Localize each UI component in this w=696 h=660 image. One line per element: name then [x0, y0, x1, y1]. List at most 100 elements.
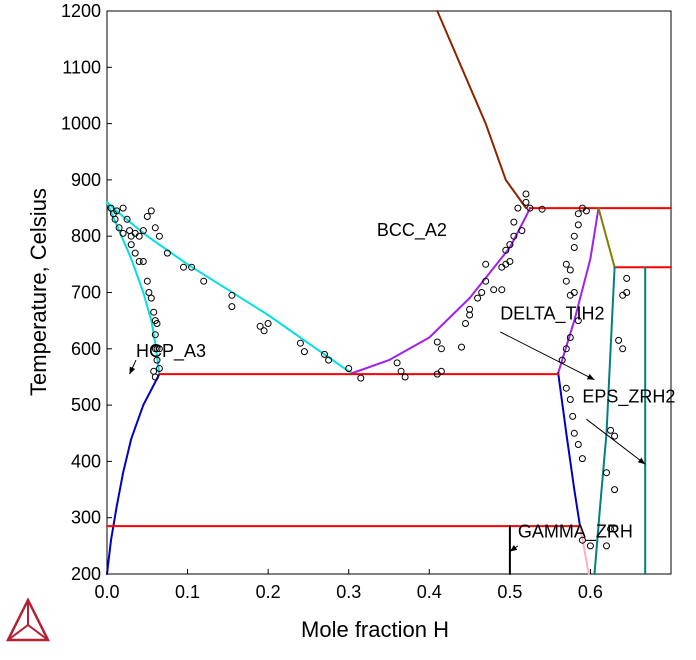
- experimental-point: [115, 224, 123, 232]
- y-tick-label: 1000: [61, 114, 101, 134]
- y-tick-label: 700: [71, 283, 101, 303]
- experimental-point: [566, 334, 574, 341]
- data-points-layer: [107, 190, 631, 550]
- experimental-point: [357, 374, 365, 382]
- experimental-point: [482, 260, 490, 268]
- experimental-point: [155, 345, 163, 353]
- experimental-point: [458, 343, 465, 351]
- experimental-point: [147, 294, 155, 302]
- experimental-point: [107, 204, 115, 212]
- experimental-point: [153, 356, 161, 364]
- x-tick-label: 0.5: [497, 582, 522, 602]
- experimental-point: [321, 350, 328, 358]
- experimental-point: [296, 339, 304, 347]
- experimental-point: [607, 525, 615, 533]
- x-tick-label: 0.4: [417, 582, 442, 602]
- experimental-point: [615, 336, 623, 344]
- phase-label: EPS_ZRH2: [582, 386, 675, 407]
- experimental-point: [145, 289, 153, 296]
- experimental-point: [562, 277, 570, 285]
- experimental-point: [522, 198, 530, 206]
- experimental-point: [582, 207, 590, 215]
- annotation-arrow: [499, 331, 595, 381]
- experimental-point: [397, 367, 405, 375]
- experimental-point: [570, 429, 578, 437]
- x-tick-label: 0.3: [336, 582, 361, 602]
- experimental-point: [502, 246, 510, 254]
- x-axis-label: Mole fraction H: [301, 617, 449, 642]
- experimental-point: [611, 432, 619, 440]
- thermo-calc-logo: [5, 597, 51, 642]
- experimental-point: [574, 441, 582, 448]
- experimental-point: [623, 274, 631, 282]
- experimental-point: [437, 345, 445, 353]
- experimental-point: [607, 426, 615, 434]
- experimental-point: [150, 308, 158, 316]
- experimental-point: [482, 277, 490, 285]
- phase-boundary-line: [351, 207, 531, 374]
- experimental-point: [562, 260, 570, 268]
- y-tick-label: 600: [71, 339, 101, 359]
- y-tick-label: 400: [71, 451, 101, 471]
- experimental-point: [538, 205, 546, 213]
- experimental-point: [135, 232, 143, 240]
- experimental-point: [139, 227, 147, 235]
- experimental-point: [119, 229, 127, 237]
- experimental-point: [151, 224, 159, 232]
- experimental-point: [228, 303, 236, 311]
- experimental-point: [611, 486, 619, 494]
- experimental-point: [155, 365, 163, 372]
- experimental-point: [586, 542, 594, 550]
- phase-boundary-line: [557, 372, 581, 528]
- phase-label: HCP_A3: [136, 341, 206, 362]
- phase-boundary-line: [579, 525, 590, 575]
- annotation-arrow: [509, 545, 519, 552]
- experimental-point: [510, 232, 518, 240]
- experimental-point: [300, 348, 308, 356]
- experimental-point: [574, 317, 582, 325]
- y-tick-label: 800: [71, 226, 101, 246]
- experimental-point: [256, 322, 264, 330]
- phase-boundary-line: [106, 201, 354, 374]
- experimental-point: [510, 218, 518, 226]
- experimental-point: [123, 215, 131, 223]
- experimental-point: [603, 469, 610, 477]
- y-tick-label: 900: [71, 170, 101, 190]
- experimental-point: [111, 215, 119, 223]
- phase-label: BCC_A2: [377, 220, 447, 241]
- x-tick-label: 0.0: [94, 582, 119, 602]
- experimental-point: [260, 327, 268, 335]
- experimental-point: [151, 331, 159, 339]
- experimental-point: [474, 294, 482, 302]
- x-tick-label: 0.1: [175, 582, 200, 602]
- experimental-point: [611, 525, 619, 533]
- experimental-point: [562, 384, 570, 392]
- experimental-point: [135, 258, 143, 265]
- experimental-point: [127, 241, 135, 249]
- phase-boundary-line: [597, 207, 616, 269]
- experimental-point: [570, 289, 578, 296]
- experimental-point: [153, 345, 161, 353]
- experimental-point: [574, 210, 582, 218]
- experimental-point: [153, 320, 161, 327]
- experimental-point: [578, 536, 586, 544]
- phase-boundary-line: [557, 207, 600, 374]
- experimental-point: [113, 207, 121, 215]
- experimental-point: [401, 373, 409, 381]
- experimental-point: [150, 367, 158, 375]
- experimental-point: [498, 286, 506, 294]
- series-layer: [106, 10, 672, 575]
- phase-boundary-line: [436, 10, 527, 210]
- experimental-point: [143, 213, 151, 220]
- experimental-point: [526, 204, 534, 212]
- experimental-point: [228, 291, 236, 299]
- experimental-point: [200, 277, 208, 285]
- experimental-point: [437, 367, 445, 375]
- experimental-point: [325, 356, 333, 364]
- y-tick-label: 500: [71, 395, 101, 415]
- x-tick-label: 0.6: [578, 582, 603, 602]
- experimental-point: [478, 289, 486, 296]
- plot-border: [106, 10, 672, 575]
- experimental-point: [147, 207, 155, 215]
